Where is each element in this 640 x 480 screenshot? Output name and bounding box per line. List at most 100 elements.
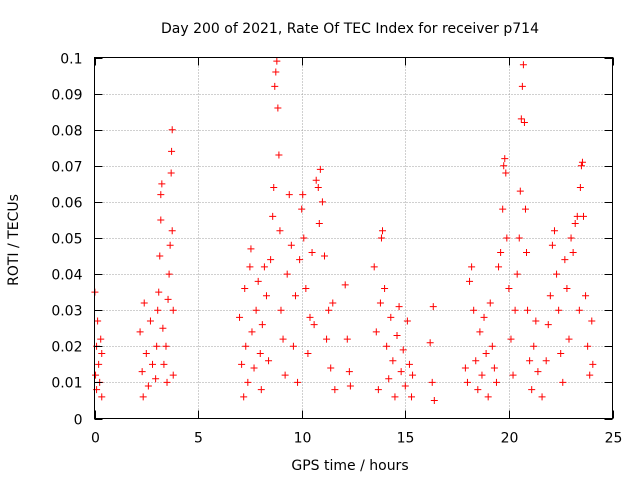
data-point — [139, 393, 147, 401]
chart-title: Day 200 of 2021, Rate Of TEC Index for r… — [161, 21, 539, 37]
data-point — [521, 205, 529, 213]
data-point — [153, 342, 161, 350]
data-point — [428, 378, 436, 386]
data-point — [463, 378, 471, 386]
data-point — [144, 382, 152, 390]
x-tick-label: 15 — [397, 431, 415, 447]
data-point — [236, 313, 244, 321]
data-point — [482, 350, 490, 358]
data-point — [323, 335, 331, 343]
data-point — [285, 191, 293, 199]
data-point — [408, 393, 416, 401]
data-point — [555, 306, 563, 314]
data-point — [571, 220, 579, 228]
data-point — [542, 357, 550, 365]
data-point — [246, 263, 254, 271]
data-point — [534, 368, 542, 376]
y-tick-label: 0.05 — [51, 232, 82, 248]
data-point — [509, 371, 517, 379]
data-point — [582, 292, 590, 300]
data-point — [279, 335, 287, 343]
data-point — [136, 328, 144, 336]
data-point — [561, 256, 569, 264]
data-point — [497, 248, 505, 256]
data-point — [152, 375, 160, 383]
data-point — [329, 299, 337, 307]
data-point — [466, 277, 474, 285]
data-point — [476, 328, 484, 336]
data-point — [157, 216, 165, 224]
data-point — [474, 386, 482, 394]
data-point — [162, 342, 170, 350]
data-point — [165, 270, 173, 278]
data-point — [578, 158, 586, 166]
data-point — [252, 306, 260, 314]
data-point — [250, 364, 258, 372]
data-point — [426, 339, 434, 347]
data-point — [343, 335, 351, 343]
data-point — [395, 303, 403, 311]
data-point — [163, 378, 171, 386]
data-point — [516, 187, 524, 195]
data-point — [299, 191, 307, 199]
data-point — [156, 252, 164, 260]
data-point — [160, 360, 168, 368]
data-point — [488, 342, 496, 350]
data-point — [154, 306, 162, 314]
data-point — [166, 241, 174, 249]
data-point — [501, 155, 509, 163]
data-point — [429, 303, 437, 311]
data-point — [385, 375, 393, 383]
data-point — [586, 371, 594, 379]
data-point — [372, 328, 380, 336]
data-point — [563, 285, 571, 293]
data-point — [168, 227, 176, 235]
data-point — [511, 306, 519, 314]
data-point — [276, 227, 284, 235]
data-point — [524, 306, 532, 314]
data-point — [383, 342, 391, 350]
data-point — [158, 180, 166, 188]
data-point — [403, 317, 411, 325]
data-point — [325, 306, 333, 314]
data-point — [140, 299, 148, 307]
x-axis-label: GPS time / hours — [291, 458, 408, 474]
data-point — [584, 342, 592, 350]
data-point — [98, 393, 106, 401]
data-point — [515, 234, 523, 242]
x-tick-label: 20 — [501, 431, 519, 447]
data-point — [240, 393, 248, 401]
data-point — [274, 104, 282, 112]
data-point — [256, 350, 264, 358]
data-point — [546, 292, 554, 300]
data-point — [346, 382, 354, 390]
y-tick-label: 0.1 — [60, 52, 82, 68]
y-tick-label: 0.07 — [51, 160, 82, 176]
data-point — [550, 227, 558, 235]
data-point — [538, 393, 546, 401]
data-point — [159, 324, 167, 332]
data-point — [461, 364, 469, 372]
data-point — [320, 252, 328, 260]
y-axis-label: ROTI / TECUs — [6, 194, 22, 286]
y-tick-label: 0.08 — [51, 124, 82, 140]
data-point — [164, 295, 172, 303]
data-point — [519, 61, 527, 69]
data-point — [374, 386, 382, 394]
data-point — [275, 151, 283, 159]
data-point — [262, 292, 270, 300]
data-point — [523, 248, 531, 256]
data-point — [169, 306, 177, 314]
y-tick-label: 0.06 — [51, 196, 82, 212]
data-point — [573, 212, 581, 220]
y-tick-label: 0.04 — [51, 268, 82, 284]
data-point — [315, 220, 323, 228]
data-point — [472, 357, 480, 365]
data-point — [486, 299, 494, 307]
data-point — [399, 346, 407, 354]
data-point — [291, 292, 299, 300]
data-point — [270, 183, 278, 191]
data-point — [242, 342, 250, 350]
data-point — [387, 313, 395, 321]
